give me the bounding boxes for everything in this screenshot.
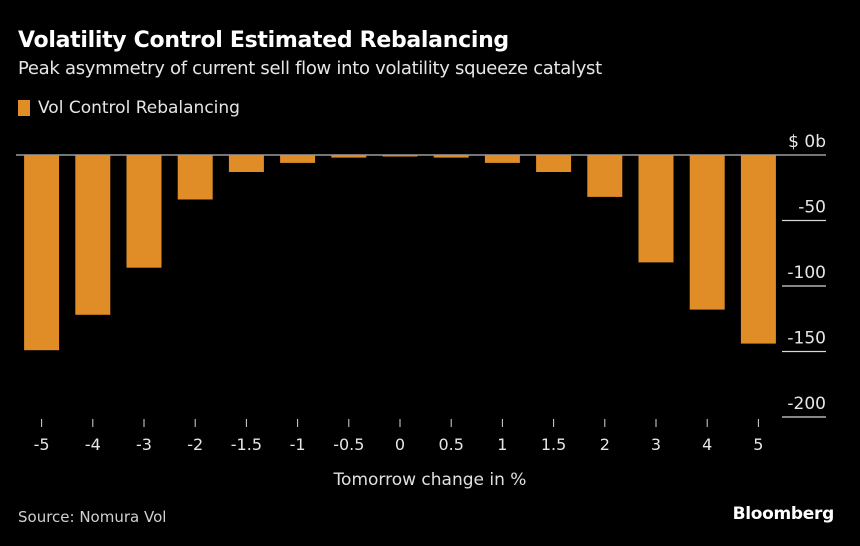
bar--0.5 (331, 155, 367, 158)
x-tick-label: -0.5 (333, 435, 364, 454)
x-axis-title: Tomorrow change in % (333, 470, 527, 490)
x-tick-label: 4 (702, 435, 712, 454)
x-tick-label: -5 (34, 435, 50, 454)
y-tick-label: -100 (787, 263, 826, 283)
x-tick-label: 2 (600, 435, 610, 454)
bloomberg-logo: Bloomberg (732, 504, 835, 524)
x-tick-label: 0 (395, 435, 405, 454)
bar-1.5 (536, 155, 572, 172)
bar-1 (484, 155, 520, 163)
y-tick-label: -150 (787, 329, 826, 349)
bar-2 (587, 155, 623, 197)
legend-swatch (18, 100, 30, 116)
bar--2 (177, 155, 213, 200)
legend-label: Vol Control Rebalancing (38, 98, 240, 118)
bar-0.5 (433, 155, 469, 158)
x-tick-label: -4 (85, 435, 101, 454)
bar--1.5 (228, 155, 264, 172)
bar-3 (638, 155, 674, 263)
chart-title: Volatility Control Estimated Rebalancing (18, 28, 509, 53)
bar--4 (75, 155, 111, 315)
bar-5 (740, 155, 776, 344)
bar-4 (689, 155, 725, 310)
y-tick-label: -50 (798, 198, 826, 218)
x-tick-label: -1 (290, 435, 306, 454)
legend: Vol Control Rebalancing (18, 98, 240, 118)
source-note: Source: Nomura Vol (18, 508, 167, 526)
x-tick-label: 5 (753, 435, 763, 454)
x-tick-label: -3 (136, 435, 152, 454)
y-tick-label: $ 0b (788, 132, 826, 152)
bar--1 (280, 155, 316, 163)
y-tick-label: -200 (787, 394, 826, 414)
chart-subtitle: Peak asymmetry of current sell flow into… (18, 58, 602, 79)
x-tick-label: 0.5 (438, 435, 463, 454)
bar--3 (126, 155, 162, 268)
x-tick-label: -2 (187, 435, 203, 454)
x-tick-label: 1 (497, 435, 507, 454)
bar--5 (24, 155, 60, 351)
bar-0 (382, 155, 418, 157)
x-tick-label: 1.5 (541, 435, 566, 454)
x-tick-label: -1.5 (231, 435, 262, 454)
x-tick-label: 3 (651, 435, 661, 454)
